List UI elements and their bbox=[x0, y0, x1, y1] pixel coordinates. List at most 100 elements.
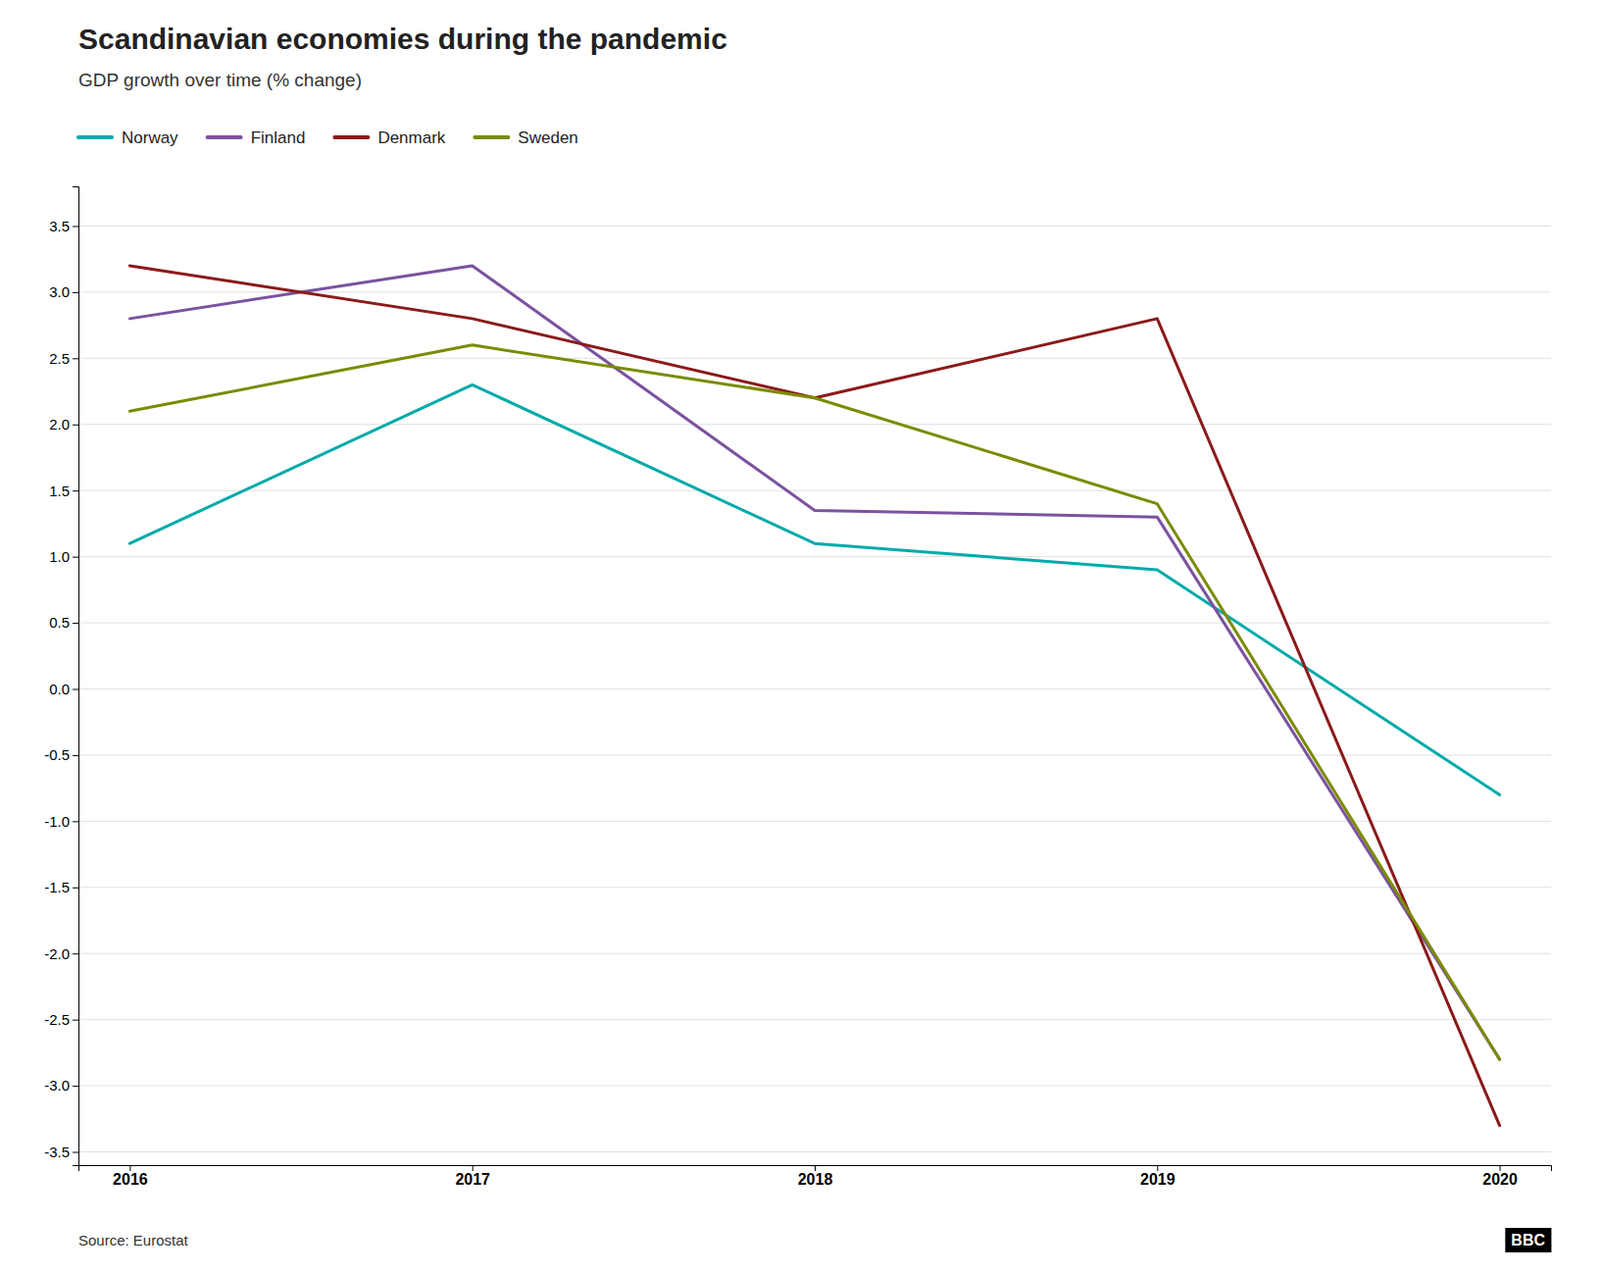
logo-box bbox=[1504, 1227, 1551, 1252]
grid-line bbox=[78, 1085, 1551, 1087]
y-tick-mark bbox=[72, 556, 79, 558]
y-tick: -3.0 bbox=[44, 1076, 79, 1094]
y-tick: 2.0 bbox=[49, 415, 79, 433]
x-tick-mark bbox=[1156, 1164, 1158, 1171]
x-tick: 2019 bbox=[1140, 1164, 1176, 1188]
grid-line bbox=[78, 886, 1551, 888]
y-tick-label: 1.0 bbox=[49, 548, 70, 565]
y-tick: -1.0 bbox=[44, 812, 79, 830]
y-tick-label: -2.5 bbox=[44, 1010, 70, 1028]
source: Source: Eurostat bbox=[78, 1231, 190, 1249]
plot-area: 2016 2017 2018 2019 2020 -3.5 -3.0 -2.5 -2.0 -1.5… bbox=[44, 187, 1551, 1189]
legend-label: Sweden bbox=[517, 128, 578, 148]
subtitle: GDP growth over time (% change) bbox=[78, 69, 362, 91]
logo-text: BBC bbox=[1510, 1231, 1546, 1249]
y-tick-label: 2.0 bbox=[49, 415, 70, 433]
y-tick-mark bbox=[72, 490, 79, 492]
y-tick-mark bbox=[72, 292, 79, 294]
y-tick-label: 1.5 bbox=[49, 481, 70, 499]
grid-line bbox=[78, 622, 1551, 624]
x-tick-label: 2020 bbox=[1482, 1170, 1518, 1188]
title: Scandinavian economies during the pandem… bbox=[78, 22, 728, 55]
y-tick: 0.5 bbox=[49, 613, 79, 631]
y-tick-mark bbox=[72, 1085, 79, 1087]
grid-line bbox=[78, 753, 1551, 755]
y-tick: -1.5 bbox=[44, 878, 79, 896]
legend-swatch bbox=[474, 135, 508, 140]
y-tick: 1.0 bbox=[49, 548, 79, 565]
legend-label: Denmark bbox=[377, 128, 446, 148]
y-axis-line bbox=[72, 187, 80, 1166]
x-tick-mark bbox=[129, 1164, 131, 1171]
y-tick-mark bbox=[72, 887, 79, 889]
x-tick: 2016 bbox=[112, 1164, 149, 1188]
legend-item: Denmark bbox=[334, 128, 446, 148]
x-tick-mark bbox=[814, 1164, 816, 1171]
y-tick: 0.0 bbox=[49, 680, 79, 698]
legend-item: Norway bbox=[78, 128, 179, 148]
x-tick: 2018 bbox=[798, 1164, 834, 1188]
legend-label: Norway bbox=[121, 128, 179, 148]
legend-swatch bbox=[78, 135, 112, 140]
x-tick-label: 2019 bbox=[1140, 1170, 1176, 1188]
y-tick: -3.5 bbox=[44, 1143, 79, 1160]
legend-label: Finland bbox=[250, 128, 306, 148]
y-tick-label: 3.0 bbox=[49, 283, 70, 300]
y-tick-mark bbox=[72, 952, 79, 954]
x-axis: 2016 2017 2018 2019 2020 bbox=[79, 1164, 1552, 1188]
grid-line bbox=[78, 820, 1551, 822]
chart: Scandinavian economies during the pandem… bbox=[0, 0, 1600, 1273]
grid-line bbox=[78, 1150, 1551, 1152]
y-tick-mark bbox=[72, 225, 79, 227]
series-line bbox=[129, 265, 1500, 1126]
y-tick-mark bbox=[72, 1151, 79, 1153]
x-tick-label: 2016 bbox=[112, 1170, 149, 1188]
grid bbox=[78, 225, 1551, 1151]
grid-line bbox=[78, 490, 1551, 492]
y-tick-mark bbox=[72, 688, 79, 690]
legend-swatch bbox=[334, 135, 368, 140]
y-tick-mark bbox=[72, 1019, 79, 1021]
series-line bbox=[129, 265, 1500, 1059]
y-tick-mark bbox=[72, 754, 79, 756]
y-tick-label: 0.5 bbox=[49, 613, 70, 631]
legend-item: Sweden bbox=[474, 128, 578, 148]
y-tick: -2.5 bbox=[44, 1010, 79, 1028]
grid-line bbox=[78, 1018, 1551, 1020]
x-tick: 2017 bbox=[454, 1164, 491, 1188]
grid-line bbox=[78, 952, 1551, 954]
y-tick: 3.0 bbox=[49, 283, 79, 300]
y-tick-mark bbox=[72, 357, 79, 359]
y-tick: 2.5 bbox=[49, 350, 79, 367]
legend-item: Finland bbox=[207, 128, 306, 148]
grid-line bbox=[78, 688, 1551, 690]
y-tick: 3.5 bbox=[49, 217, 79, 235]
x-tick-mark bbox=[1500, 1164, 1501, 1171]
y-tick-mark bbox=[72, 424, 79, 426]
y-tick-label: -2.0 bbox=[44, 945, 70, 962]
y-tick-label: 3.5 bbox=[49, 217, 70, 235]
legend: Norway Finland Denmark Sweden bbox=[78, 128, 579, 148]
y-tick-label: -1.5 bbox=[44, 878, 70, 896]
grid-line bbox=[78, 555, 1551, 557]
y-tick: -0.5 bbox=[44, 746, 79, 763]
series-group bbox=[129, 265, 1500, 1126]
y-tick-mark bbox=[72, 622, 79, 624]
grid-line bbox=[78, 423, 1551, 425]
y-axis: -3.5 -3.0 -2.5 -2.0 -1.5 -1.0 -0.5 0.0 0.5 1.0 1.5… bbox=[44, 187, 79, 1166]
x-tick-mark bbox=[472, 1164, 474, 1171]
logo: BBC bbox=[1504, 1227, 1551, 1252]
x-tick-label: 2017 bbox=[454, 1170, 491, 1188]
grid-line bbox=[78, 225, 1551, 227]
series-line bbox=[129, 345, 1500, 1059]
y-tick-label: -1.0 bbox=[44, 812, 70, 830]
y-tick-mark bbox=[72, 820, 79, 822]
grid-line bbox=[78, 357, 1551, 359]
y-tick-label: 0.0 bbox=[49, 680, 70, 698]
x-axis-line bbox=[79, 1165, 1552, 1172]
y-tick-label: -0.5 bbox=[44, 746, 70, 763]
y-tick-label: 2.5 bbox=[49, 350, 70, 367]
y-tick-label: -3.5 bbox=[44, 1143, 70, 1160]
y-tick: 1.5 bbox=[49, 481, 79, 499]
y-tick-label: -3.0 bbox=[44, 1076, 70, 1094]
